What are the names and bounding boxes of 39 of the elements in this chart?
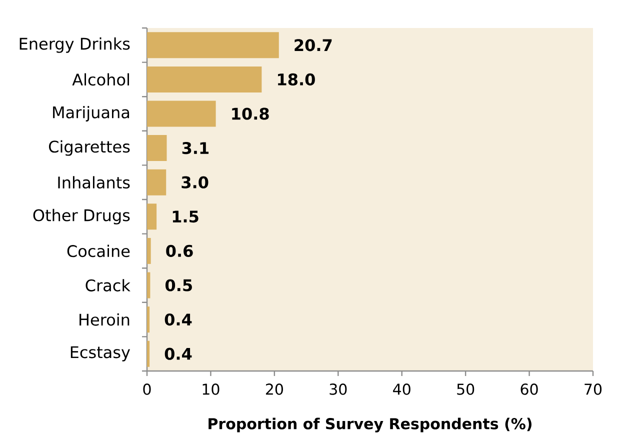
x-tick-label: 30: [330, 384, 347, 395]
bar: [147, 32, 279, 58]
data-label: 10.8: [232, 108, 269, 120]
y-tick-label: Heroin: [80, 313, 130, 326]
data-label: 0.6: [166, 244, 193, 257]
y-tick-label: Ecstasy: [70, 346, 130, 362]
bar: [147, 272, 150, 298]
bar: [147, 204, 157, 230]
data-label: 0.5: [165, 279, 192, 292]
x-tick-label: 50: [457, 384, 474, 395]
x-tick-label: 10: [202, 384, 220, 395]
bar: [147, 135, 167, 162]
y-tick-label: Inhalants: [58, 176, 130, 189]
bar: [147, 66, 262, 92]
y-tick-label: Cocaine: [67, 244, 130, 258]
bar: [147, 340, 150, 367]
y-tick-label: Crack: [86, 279, 130, 292]
x-tick-label: 70: [584, 384, 602, 395]
data-label: 18.0: [278, 73, 315, 86]
y-tick-label: Cigarettes: [48, 140, 130, 156]
x-tick-label: 40: [393, 384, 410, 395]
x-axis-title: Proportion of Survey Respondents (%): [208, 418, 532, 432]
bar: [147, 169, 166, 196]
y-tick-label: Other Drugs: [33, 208, 130, 224]
x-tick-label: 20: [266, 384, 283, 395]
data-label: 0.4: [164, 348, 192, 360]
bar: [147, 306, 150, 333]
y-tick-label: Marijuana: [53, 106, 130, 122]
y-tick-label: Alcohol: [72, 73, 129, 86]
data-label: 20.7: [294, 39, 332, 52]
bar: [147, 100, 216, 127]
data-label: 3.0: [182, 176, 208, 188]
data-label: 1.5: [172, 210, 198, 223]
x-tick-label: 60: [520, 384, 538, 395]
data-label: 3.1: [182, 142, 209, 154]
data-label: 0.4: [164, 314, 192, 326]
bar: [147, 238, 151, 264]
y-tick-label: Energy Drinks: [20, 37, 130, 53]
x-tick-label: 0: [143, 384, 151, 395]
